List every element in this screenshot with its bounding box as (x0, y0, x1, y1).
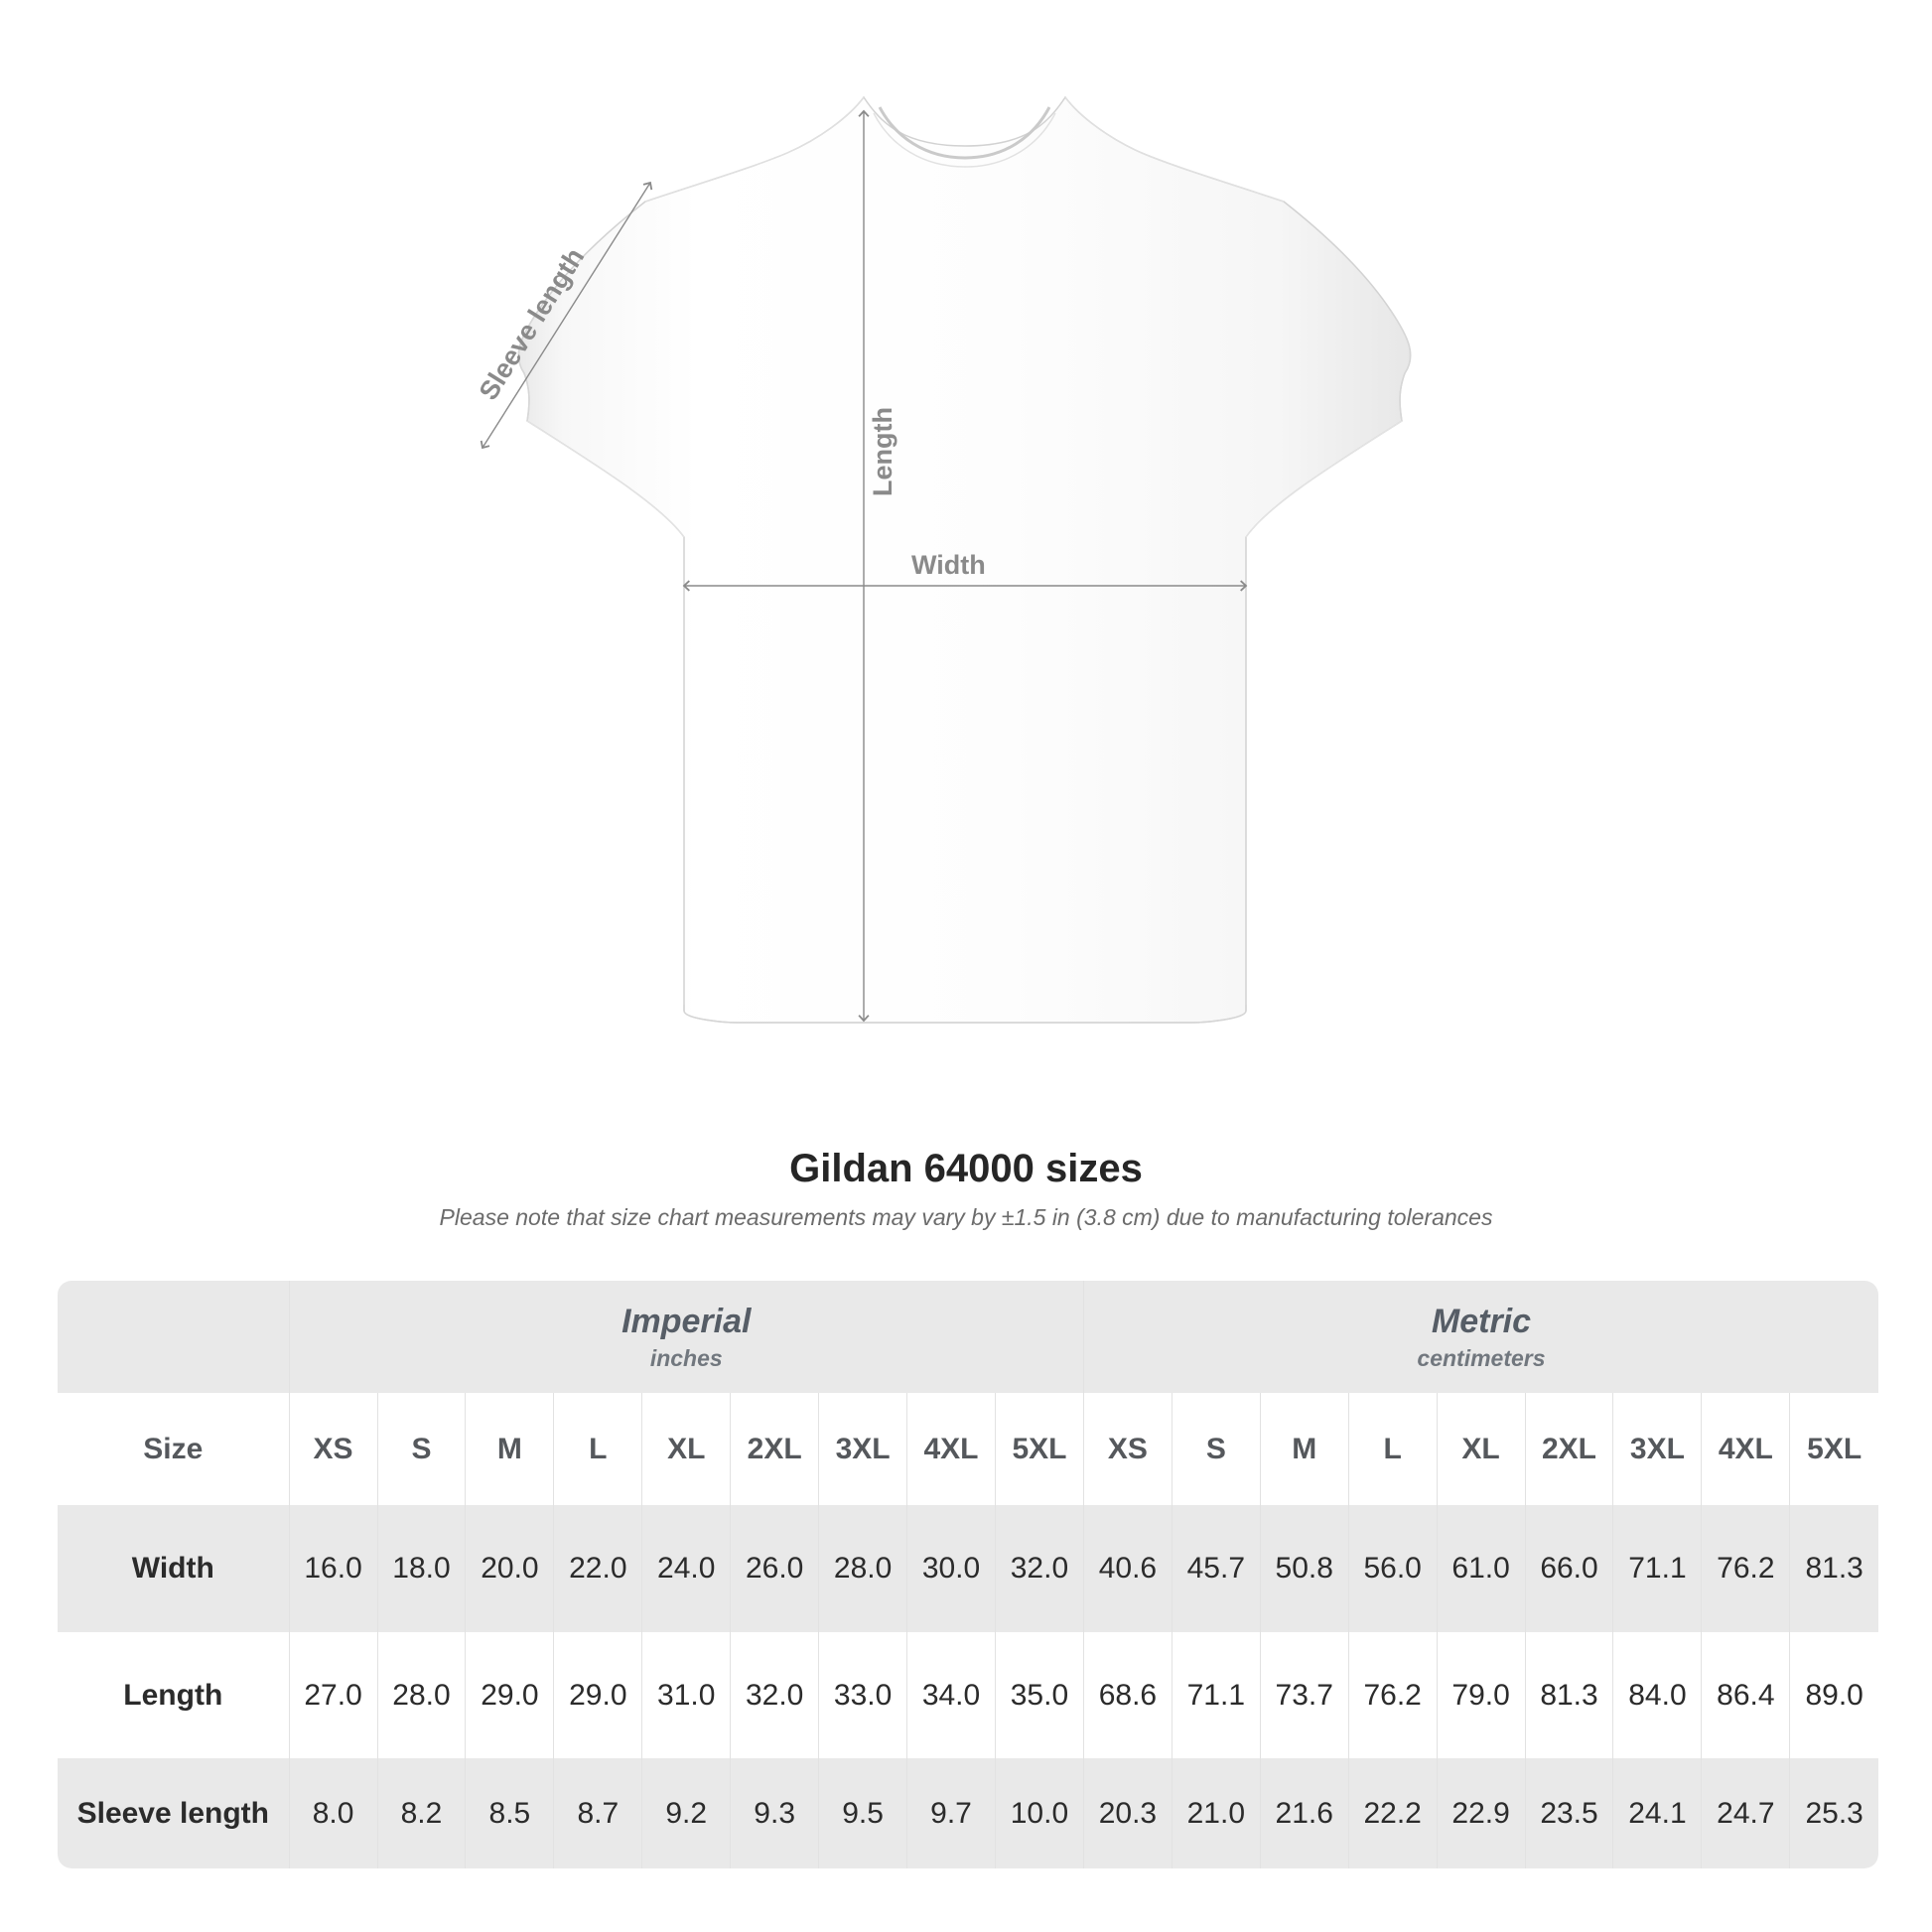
svg-text:Length: Length (868, 407, 897, 496)
svg-text:Width: Width (911, 550, 986, 580)
